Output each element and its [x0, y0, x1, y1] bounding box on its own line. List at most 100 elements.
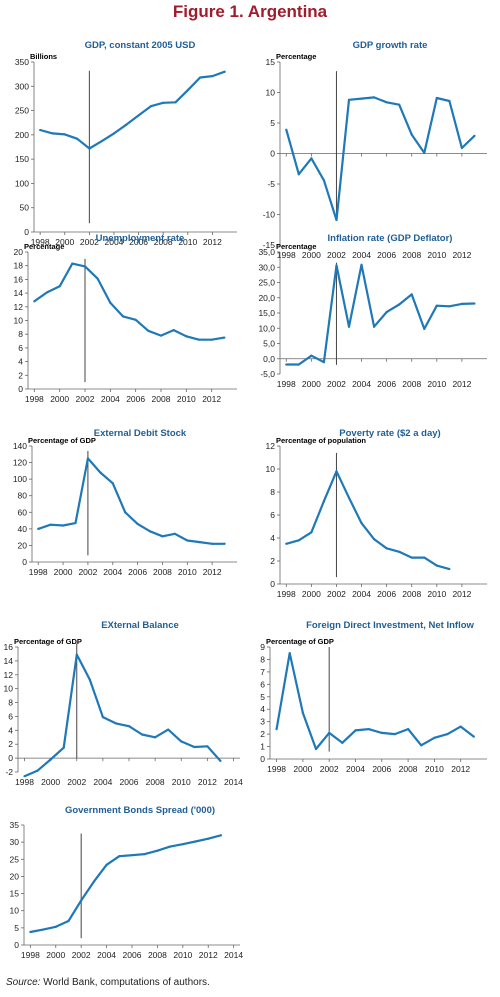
data-point	[393, 733, 397, 736]
y-tick-label: -15	[263, 240, 276, 250]
y-tick-label: 4	[18, 357, 23, 367]
series-line	[30, 834, 222, 934]
y-tick-label: -5,0	[260, 369, 275, 379]
x-tick-label: 1998	[25, 394, 44, 404]
data-point	[410, 133, 413, 136]
data-point	[210, 338, 213, 341]
y-tick-label: 5,0	[263, 339, 275, 349]
y-tick-label: 80	[18, 491, 28, 501]
chart-gdp: GDP, constant 2005 USD Billions 0 50 100 150 2…	[0, 32, 250, 247]
x-tick-label: 2006	[129, 237, 148, 247]
y-tick-label: 0	[14, 940, 19, 950]
data-point	[423, 327, 426, 330]
data-point	[446, 733, 449, 736]
data-point	[354, 729, 357, 732]
data-point	[172, 328, 175, 332]
x-tick-label: 2002	[78, 567, 97, 577]
data-point	[322, 179, 326, 182]
y-tick-label: 20,0	[258, 293, 275, 303]
data-point	[121, 315, 125, 318]
data-point	[206, 745, 209, 748]
data-point	[174, 101, 177, 104]
y-axis-label: Billions	[30, 52, 57, 61]
data-point	[149, 105, 152, 108]
y-tick-label: 0	[270, 579, 275, 589]
data-point	[310, 354, 313, 357]
chart-title: Government Bonds Spread ('000)	[65, 805, 215, 816]
y-tick-label: 20	[18, 540, 28, 550]
x-tick-label: 2012	[202, 394, 221, 404]
x-tick-label: 2008	[154, 237, 173, 247]
series-line	[286, 263, 475, 366]
y-tick-label: 60	[18, 507, 28, 517]
x-tick-label: 2004	[97, 950, 116, 960]
y-tick-label: 30	[10, 837, 20, 847]
data-point	[275, 728, 278, 731]
data-point	[80, 899, 83, 902]
data-point	[58, 285, 61, 288]
x-tick-label: 2006	[377, 379, 396, 389]
y-tick-label: 150	[15, 154, 29, 164]
chart-svg: Inflation rate (GDP Deflator)Percentage-…	[258, 233, 487, 389]
y-tick-label: 2	[8, 739, 13, 749]
chart-svg: Government Bonds Spread ('000) 0 5 10 15 20 25…	[10, 805, 244, 960]
data-point	[140, 733, 144, 736]
x-tick-label: 1998	[277, 379, 296, 389]
y-tick-label: 10	[10, 906, 20, 916]
y-tick-label: 40	[18, 524, 28, 534]
x-tick-label: 2002	[327, 250, 346, 260]
data-point	[180, 740, 183, 743]
data-point	[420, 744, 423, 747]
data-point	[410, 293, 413, 296]
y-tick-label: 350	[15, 57, 29, 67]
x-tick-label: 2000	[46, 950, 65, 960]
data-point	[219, 834, 223, 837]
chart-title: GDP growth rate	[353, 40, 428, 51]
x-tick-label: 2010	[427, 589, 446, 599]
y-axis-label: Percentage	[24, 242, 64, 251]
y-tick-label: 35,0	[258, 247, 275, 257]
data-point	[314, 747, 318, 751]
data-point	[360, 521, 363, 525]
y-tick-label: 14	[4, 656, 14, 666]
data-point	[63, 133, 66, 136]
data-point	[161, 535, 164, 538]
x-tick-label: 2000	[54, 567, 73, 577]
chart-title: Unemployment rate	[96, 233, 185, 244]
x-tick-label: 2010	[178, 237, 197, 247]
data-point	[39, 128, 42, 132]
y-tick-label: 2	[270, 556, 275, 566]
chart-svg: Poverty rate ($2 a day)Percentage of pop…	[266, 428, 487, 599]
chart-bonds-spread: Government Bonds Spread ('000) 0 5 10 15 20 25…	[0, 797, 250, 992]
x-tick-label: 2012	[452, 589, 471, 599]
data-point	[297, 363, 300, 366]
y-tick-label: 14	[14, 288, 24, 298]
x-tick-label: 2006	[377, 250, 396, 260]
y-tick-label: 30,0	[258, 262, 275, 272]
data-point	[285, 542, 288, 545]
data-point	[448, 99, 451, 103]
y-tick-label: 120	[13, 458, 27, 468]
data-point	[398, 550, 401, 553]
x-tick-label: 2012	[203, 237, 222, 247]
x-tick-label: 2008	[148, 950, 167, 960]
x-tick-label: 2012	[452, 379, 471, 389]
data-point	[347, 98, 351, 101]
chart-svg: Foreign Direct Investment, Net Inflow Per…	[260, 620, 487, 774]
data-point	[435, 96, 438, 100]
data-point	[360, 97, 363, 100]
data-point	[83, 265, 87, 268]
x-tick-label: 2000	[293, 764, 312, 774]
x-tick-label: 2008	[146, 777, 165, 787]
y-tick-label: 12	[4, 670, 14, 680]
y-tick-label: 6	[8, 711, 13, 721]
y-tick-label: 12	[14, 302, 24, 312]
y-tick-label: 6	[260, 679, 265, 689]
x-tick-label: 2004	[105, 237, 124, 247]
x-tick-label: 2002	[80, 237, 99, 247]
x-tick-label: 2004	[352, 589, 371, 599]
data-point	[194, 840, 197, 843]
series-line	[33, 262, 225, 341]
y-tick-label: 0	[270, 149, 275, 159]
